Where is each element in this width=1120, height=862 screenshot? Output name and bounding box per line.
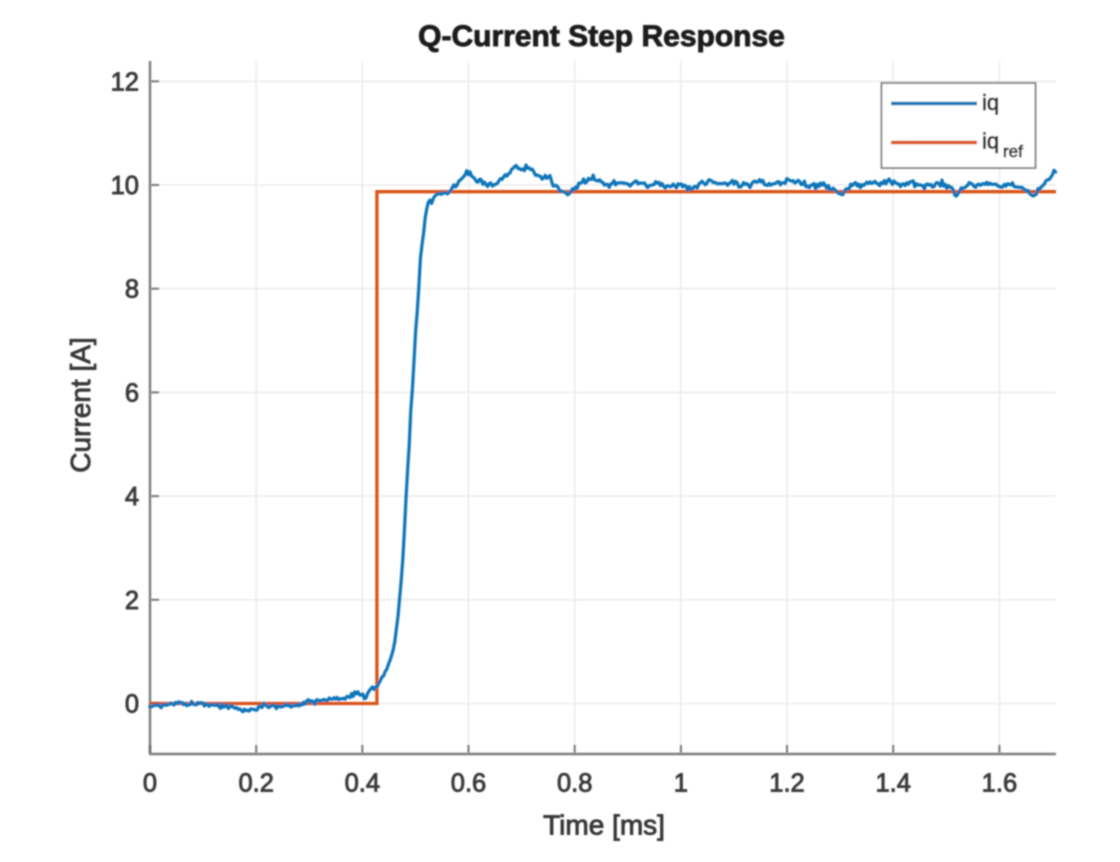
svg-text:1.4: 1.4	[875, 770, 910, 798]
svg-text:Current [A]: Current [A]	[65, 337, 96, 472]
svg-text:0.4: 0.4	[345, 770, 380, 798]
svg-text:10: 10	[111, 172, 139, 200]
svg-text:ref: ref	[1003, 142, 1023, 161]
svg-text:1: 1	[674, 770, 688, 798]
svg-text:Time [ms]: Time [ms]	[543, 810, 665, 841]
svg-text:iq: iq	[982, 129, 999, 154]
svg-text:4: 4	[125, 483, 139, 511]
svg-text:0: 0	[143, 770, 157, 798]
svg-text:0: 0	[125, 691, 139, 719]
svg-text:8: 8	[125, 276, 139, 304]
svg-text:iq: iq	[982, 90, 999, 115]
svg-text:1.6: 1.6	[982, 770, 1017, 798]
svg-text:0.6: 0.6	[451, 770, 486, 798]
svg-text:0.8: 0.8	[557, 770, 592, 798]
svg-text:1.2: 1.2	[769, 770, 804, 798]
svg-text:2: 2	[125, 587, 139, 615]
svg-text:12: 12	[111, 68, 139, 96]
svg-text:0.2: 0.2	[238, 770, 273, 798]
svg-text:6: 6	[125, 379, 139, 407]
svg-text:Q-Current Step Response: Q-Current Step Response	[418, 20, 785, 53]
